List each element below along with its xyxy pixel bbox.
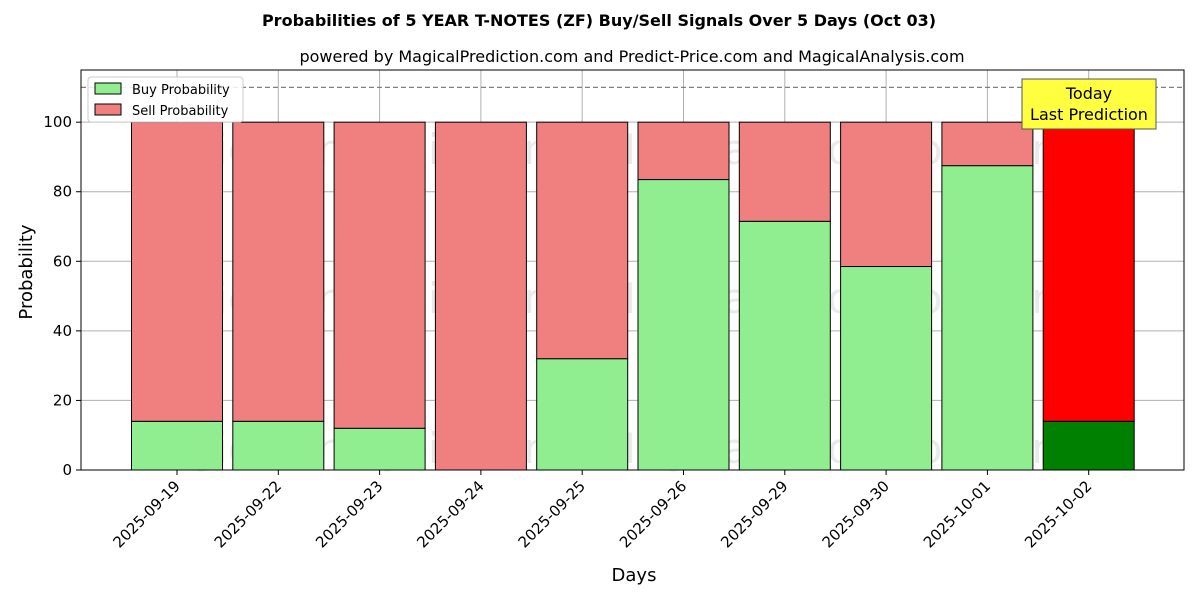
sell-bar — [131, 121, 223, 422]
legend-swatch-sell — [94, 103, 122, 116]
sell-bar — [536, 121, 629, 360]
legend-label-buy: Buy Probability — [132, 83, 230, 98]
sell-bar — [333, 121, 426, 429]
sell-bar — [232, 121, 325, 422]
y-tick-label: 100 — [43, 113, 72, 131]
x-tick-label: 2025-09-25 — [515, 477, 589, 551]
chart-subtitle: powered by MagicalPrediction.com and Pre… — [299, 47, 964, 66]
buy-bar — [738, 220, 831, 471]
y-tick-label: 20 — [53, 391, 72, 409]
y-tick-label: 60 — [53, 252, 72, 270]
sell-bar — [1042, 121, 1135, 422]
sell-bar — [738, 121, 831, 222]
today-annotation: Today Last Prediction — [1021, 78, 1157, 130]
y-ticks: 0 20 40 60 80 100 — [43, 113, 81, 479]
annotation-box — [1021, 78, 1157, 130]
sell-bar — [941, 121, 1034, 167]
buy-bar — [232, 420, 325, 471]
legend: Buy Probability Sell Probability — [87, 76, 244, 123]
y-tick-label: 80 — [53, 183, 72, 201]
x-ticks: 2025-09-19 2025-09-22 2025-09-23 2025-09-24… — [109, 470, 1096, 551]
x-tick-label: 2025-09-26 — [616, 477, 690, 551]
annotation-line-today: Today — [1065, 84, 1112, 103]
buy-bar — [1042, 420, 1135, 471]
x-axis-label: Days — [612, 565, 657, 586]
x-tick-label: 2025-09-30 — [819, 477, 893, 551]
buy-bar — [536, 358, 629, 471]
x-tick-label: 2025-09-29 — [717, 477, 791, 551]
buy-bar — [941, 165, 1034, 471]
y-tick-label: 40 — [53, 322, 72, 340]
bars — [131, 121, 1135, 471]
chart-title: Probabilities of 5 YEAR T-NOTES (ZF) Buy… — [262, 11, 936, 30]
annotation-line-last-prediction: Last Prediction — [1030, 105, 1148, 124]
x-tick-label: 2025-10-02 — [1021, 477, 1095, 551]
sell-bar — [637, 121, 730, 181]
x-tick-label: 2025-09-24 — [413, 477, 487, 551]
buy-bar — [131, 420, 223, 471]
buy-bar — [840, 266, 933, 471]
buy-bar — [637, 179, 730, 471]
legend-swatch-buy — [94, 82, 122, 95]
y-tick-label: 0 — [62, 461, 72, 479]
legend-label-sell: Sell Probability — [132, 104, 229, 119]
y-axis-label: Probability — [16, 224, 37, 319]
x-tick-label: 2025-09-19 — [109, 477, 183, 551]
x-tick-label: 2025-09-22 — [211, 477, 285, 551]
x-tick-label: 2025-10-01 — [920, 477, 994, 551]
plot-frame — [80, 69, 1185, 471]
sell-bar — [434, 121, 527, 471]
buy-bar — [333, 427, 426, 471]
legend-box — [87, 76, 244, 123]
x-tick-label: 2025-09-23 — [312, 477, 386, 551]
sell-bar — [840, 121, 933, 268]
